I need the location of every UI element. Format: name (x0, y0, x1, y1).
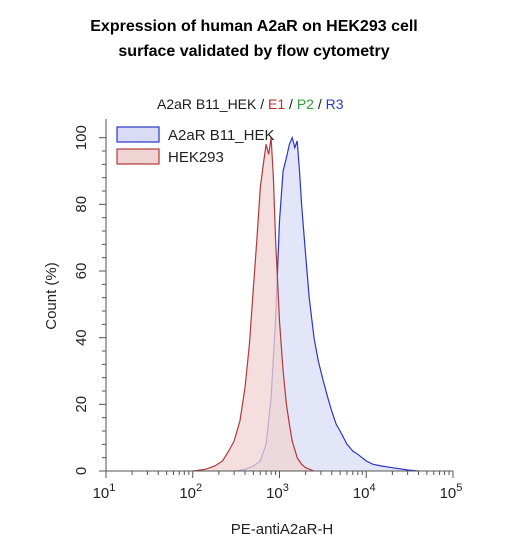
series-line (192, 137, 315, 472)
x-tick-label: 101 (93, 482, 116, 502)
x-tick-label: 102 (179, 482, 202, 502)
series-area (192, 137, 314, 471)
figure-title-line-2: surface validated by flow cytometry (118, 43, 389, 60)
legend-swatch (116, 126, 160, 143)
histogram-plot: 0 20 40 60 80 100 101 102 103 104 105 (73, 119, 462, 502)
y-axis-label: Count (%) (43, 262, 60, 330)
gate-header-segment: P2 (297, 96, 314, 112)
gate-header-segment: E1 (268, 96, 285, 112)
y-tick-label: 20 (73, 396, 90, 413)
legend-label: HEK293 (168, 149, 224, 166)
y-tick-label: 80 (73, 196, 90, 213)
legend-label: A2aR B11_HEK (168, 127, 274, 144)
figure-title-line-1: Expression of human A2aR on HEK293 cell (90, 18, 418, 35)
y-tick-label: 40 (73, 329, 90, 346)
legend-swatch (116, 148, 160, 165)
x-tick-label: 105 (440, 482, 463, 502)
chart-legend: A2aR B11_HEK HEK293 (116, 126, 274, 166)
gate-header-segment: / (256, 96, 268, 112)
gate-header-segment: R3 (326, 96, 344, 112)
gate-header-segment: A2aR B11_HEK (157, 96, 257, 112)
y-tick-label: 100 (73, 125, 90, 150)
y-tick-label: 60 (73, 263, 90, 280)
series-hek293 (192, 137, 315, 472)
gate-header: A2aR B11_HEK / E1 / P2 / R3 (157, 96, 344, 112)
gate-header-segment: / (314, 96, 326, 112)
x-axis-label: PE-antiA2aR-H (231, 521, 334, 538)
figure-title: Expression of human A2aR on HEK293 cell … (90, 18, 418, 60)
y-tick-label: 0 (73, 467, 90, 475)
x-tick-label: 103 (266, 482, 289, 502)
gate-header-segment: / (285, 96, 297, 112)
x-tick-label: 104 (353, 482, 376, 502)
